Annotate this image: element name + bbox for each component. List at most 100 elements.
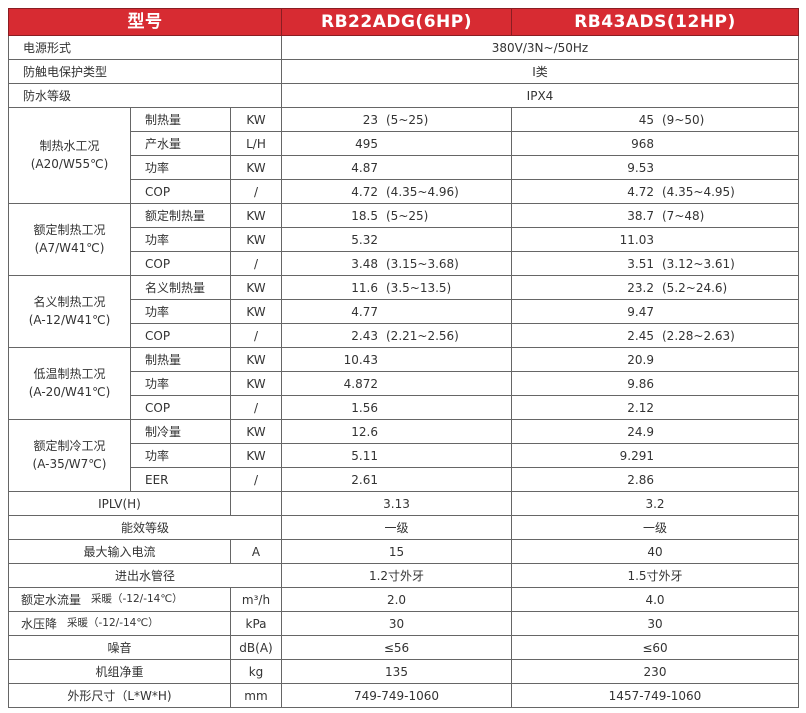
value-text: 1.56 [351, 400, 378, 415]
row-label: 外形尺寸（L*W*H) [8, 683, 231, 708]
value-text: 11.6 [351, 280, 378, 295]
range-text: (3.5~13.5) [386, 280, 452, 295]
item-label: COP [130, 323, 231, 348]
condition-group-label: 额定制热工况 (A7/W41℃) [8, 203, 131, 276]
model-1-value: 一级 [281, 515, 512, 540]
model-1-value: 1.2寸外牙 [281, 563, 512, 588]
item-label: 功率 [130, 371, 231, 396]
value-text: 4.72 [627, 184, 654, 199]
value-text: 9.291 [619, 448, 654, 463]
spec-row: 额定制冷工况 (A-35/W7℃) 制冷量 KW 12.6 24.9 [8, 419, 799, 492]
value-text: 11.03 [619, 232, 654, 247]
value-text: 4.87 [351, 160, 378, 175]
model-2-value: 38.7 (7~48) [511, 203, 799, 228]
row-label-text: 额定水流量 [21, 592, 82, 607]
model-1-value: 10.43 [281, 347, 512, 372]
condition-group-label: 额定制冷工况 (A-35/W7℃) [8, 419, 131, 492]
unit-cell: / [230, 179, 282, 204]
row-label-text: 水压降 [21, 616, 58, 631]
spec-row: 制热水工况 (A20/W55℃) 制热量 KW 23 (5~25) 45 (9~50) [8, 107, 799, 204]
spec-row: 额定制热工况 (A7/W41℃) 额定制热量 KW 18.5 (5~25) 38.7 (7~4… [8, 203, 799, 276]
spec-row: 最大输入电流 A 15 40 [8, 539, 799, 564]
range-text: (2.28~2.63) [662, 328, 735, 343]
condition-group-label: 低温制热工况 (A-20/W41℃) [8, 347, 131, 420]
model-2-value: 2.45 (2.28~2.63) [511, 323, 799, 348]
model-1-value: 749-749-1060 [281, 683, 512, 708]
model-2-value: 4.72 (4.35~4.95) [511, 179, 799, 204]
spec-row: COP/ 3.48 (3.15~3.68) 3.51 (3.12~3.61) [9, 251, 799, 276]
item-label: COP [130, 251, 231, 276]
model-2-value: 11.03 [511, 227, 799, 252]
item-label: 功率 [130, 155, 231, 180]
range-text: (7~48) [662, 208, 705, 223]
unit-cell: / [230, 323, 282, 348]
value-text: 23.2 [627, 280, 654, 295]
spec-row: 功率 KW 4.77 9.47 [9, 299, 799, 324]
model-2-value: 9.53 [511, 155, 799, 180]
value-text: 9.53 [627, 160, 654, 175]
value-text: 2.45 [627, 328, 654, 343]
spec-row: 噪音 dB(A) ≤56 ≤60 [8, 635, 799, 660]
model-header: 型号 [8, 8, 282, 36]
item-label: EER [130, 467, 231, 492]
range-text: (5~25) [386, 112, 429, 127]
unit-cell: KW [230, 419, 282, 444]
item-label: 制热量 [130, 347, 231, 372]
model-1-value: 15 [281, 539, 512, 564]
spec-row: 额定水流量 采暖（-12/-14℃） m³/h 2.0 4.0 [8, 587, 799, 612]
header-row: 型号 RB22ADG(6HP) RB43ADS(12HP) [8, 8, 799, 36]
condition-group-label: 制热水工况 (A20/W55℃) [8, 107, 131, 204]
model-2-value: 3.2 [511, 491, 799, 516]
model-2-value: 9.291 [511, 443, 799, 468]
range-text: (3.15~3.68) [386, 256, 459, 271]
unit-cell: KW [230, 443, 282, 468]
unit-cell: kg [230, 659, 282, 684]
row-label: 能效等级 [8, 515, 282, 540]
row-label: 噪音 [8, 635, 231, 660]
model-1-value: 2.0 [281, 587, 512, 612]
spec-row: 功率 KW 4.87 9.53 [9, 155, 799, 180]
item-label: 功率 [130, 443, 231, 468]
model-1-value: 11.6 (3.5~13.5) [281, 275, 512, 300]
condition-text: 采暖（-12/-14℃） [67, 617, 159, 630]
condition-text: 采暖（-12/-14℃） [91, 593, 183, 606]
model-1-value: 23 (5~25) [281, 107, 512, 132]
spec-row: 功率 KW 5.11 9.291 [9, 443, 799, 468]
model-1-value: 30 [281, 611, 512, 636]
model-1-value: 2.61 [281, 467, 512, 492]
spec-row: 低温制热工况 (A-20/W41℃) 制热量 KW 10.43 20.9 [8, 347, 799, 420]
item-label: 功率 [130, 227, 231, 252]
unit-cell: / [230, 251, 282, 276]
spec-row: 功率 KW 5.32 11.03 [9, 227, 799, 252]
unit-cell: KW [230, 299, 282, 324]
row-label: 水压降 采暖（-12/-14℃） [8, 611, 231, 636]
shared-value: I类 [281, 59, 799, 84]
unit-cell: KW [230, 227, 282, 252]
value-text: 495 [355, 136, 378, 151]
value-text: 9.86 [627, 376, 654, 391]
model-1-value: 135 [281, 659, 512, 684]
value-text: 38.7 [627, 208, 654, 223]
value-text: 5.11 [351, 448, 378, 463]
model-2-value: 4.0 [511, 587, 799, 612]
value-text: 23 [362, 112, 378, 127]
model-2-value: 3.51 (3.12~3.61) [511, 251, 799, 276]
unit-cell: KW [230, 275, 282, 300]
value-text: 18.5 [351, 208, 378, 223]
value-text: 3.48 [351, 256, 378, 271]
value-text: 10.43 [343, 352, 378, 367]
row-label: 防触电保护类型 [8, 59, 282, 84]
range-text: (4.35~4.96) [386, 184, 459, 199]
spec-row: 机组净重 kg 135 230 [8, 659, 799, 684]
range-text: (5.2~24.6) [662, 280, 728, 295]
item-label: COP [130, 179, 231, 204]
spec-row: 名义制热工况 (A-12/W41℃) 名义制热量 KW 11.6 (3.5~13.5) 23… [8, 275, 799, 348]
unit-cell: KW [230, 347, 282, 372]
unit-cell: A [230, 539, 282, 564]
item-label: 名义制热量 [130, 275, 231, 300]
model-1-value: 3.48 (3.15~3.68) [281, 251, 512, 276]
spec-row: 防触电保护类型 I类 [8, 59, 799, 84]
value-text: 2.43 [351, 328, 378, 343]
spec-row: 进出水管径 1.2寸外牙 1.5寸外牙 [8, 563, 799, 588]
shared-value: IPX4 [281, 83, 799, 108]
